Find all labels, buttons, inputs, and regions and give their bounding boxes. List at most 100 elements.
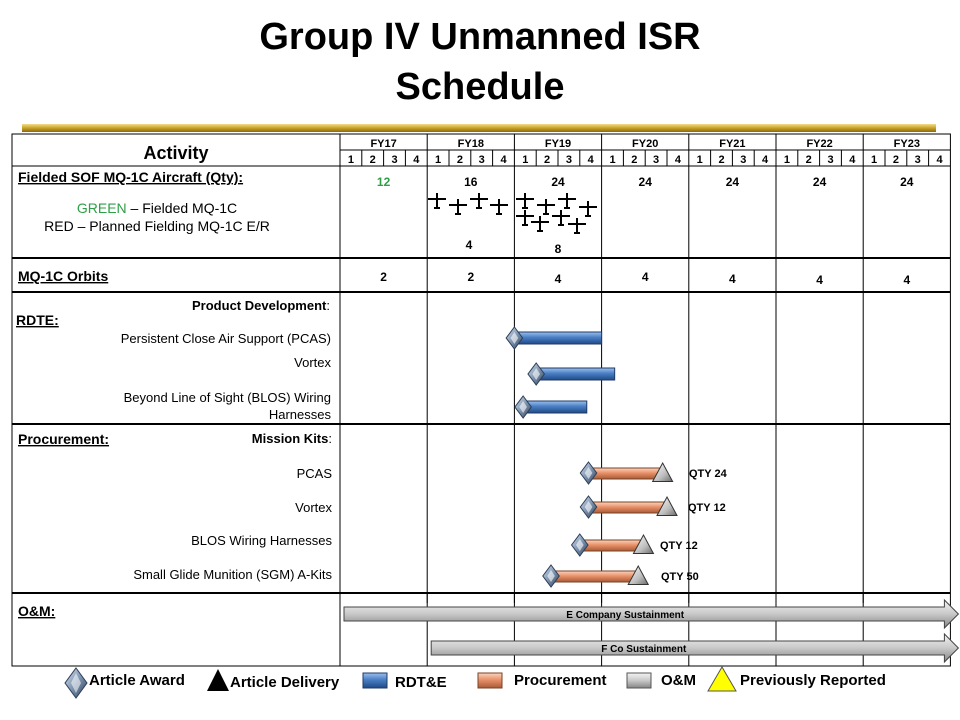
quarter-label: 1	[697, 154, 703, 166]
quarter-labels: 1 2 3 4 1 2 3 4 1 2 3 4 1 2 3 4 1 2 3 4 1 2 3 4 1 2 3 4	[348, 154, 944, 166]
legend-delivery-triangle-icon	[207, 669, 229, 691]
procurement-sub-label-text: Mission Kits	[252, 431, 329, 446]
quarter-label: 3	[915, 154, 921, 166]
legend-previous-triangle-icon	[707, 666, 737, 692]
quarter-label: 2	[370, 154, 376, 166]
legend-om-swatch	[626, 672, 652, 689]
quarter-label: 4	[675, 154, 682, 166]
rdte-item-label: Harnesses	[269, 407, 332, 422]
om-bar: E Company Sustainment	[343, 598, 960, 630]
procurement-bars: QTY 24 QTY 12 QTY 12 QTY 50	[542, 461, 728, 588]
legend-om-label: O&M	[661, 672, 696, 689]
aircraft-icon	[490, 199, 508, 215]
rdte-bar	[513, 331, 603, 345]
om-bar: F Co Sustainment	[430, 632, 960, 664]
fielded-qty-value: 24	[639, 175, 653, 189]
procurement-qty-label: QTY 24	[689, 468, 728, 480]
aircraft-icons	[428, 193, 597, 234]
procurement-sub-label-colon: :	[328, 431, 332, 446]
quarter-label: 4	[936, 154, 943, 166]
activity-header: Activity	[143, 143, 208, 163]
procurement-item-label: PCAS	[297, 466, 333, 481]
article-delivery-triangle-icon	[632, 533, 655, 554]
fy-label: FY18	[458, 138, 484, 150]
quarter-label: 2	[718, 154, 724, 166]
aircraft-icon	[449, 199, 467, 215]
quarter-label: 2	[893, 154, 899, 166]
legend-award-diamond-icon	[64, 667, 88, 699]
article-delivery-triangle-icon	[656, 495, 678, 516]
procurement-labels: PCAS Vortex BLOS Wiring Harnesses Small Gli…	[133, 466, 332, 582]
quarter-label: 3	[391, 154, 397, 166]
fielded-green-line: GREEN – Fielded MQ-1C	[77, 200, 237, 216]
orbit-value: 4	[555, 272, 562, 286]
quarter-label: 2	[631, 154, 637, 166]
rdte-sub-label-text: Product Development	[192, 298, 327, 313]
legend-delivery-label: Article Delivery	[230, 674, 340, 691]
fielded-qty-value: 24	[900, 175, 914, 189]
legend-procurement-label: Procurement	[514, 672, 607, 689]
fiscal-year-labels: FY17 FY18 FY19 FY20 FY21 FY22 FY23	[370, 138, 919, 150]
legend-procurement-swatch	[477, 672, 503, 689]
quarter-label: 1	[522, 154, 528, 166]
fielded-qty-value: 16	[464, 175, 478, 189]
fielded-heading: Fielded SOF MQ-1C Aircraft (Qty):	[18, 169, 243, 185]
procurement-bar	[588, 501, 668, 514]
quarter-label: 4	[500, 154, 507, 166]
quarter-label: 1	[784, 154, 790, 166]
legend-rdte-label: RDT&E	[395, 674, 447, 691]
green-rest: – Fielded MQ-1C	[127, 200, 237, 216]
rdte-heading: RDTE:	[16, 312, 59, 328]
fy-label: FY23	[894, 138, 920, 150]
fielded-qty-value: 24	[813, 175, 827, 189]
fielded-qty-value: 24	[726, 175, 740, 189]
quarter-label: 3	[566, 154, 572, 166]
article-award-diamond-icon	[542, 564, 560, 588]
fy-label: FY22	[806, 138, 832, 150]
fy-label: FY21	[719, 138, 745, 150]
procurement-sub-label: Mission Kits:	[252, 431, 332, 446]
schedule-grid	[11, 133, 951, 667]
fy19-sub-qty: 8	[555, 242, 562, 256]
procurement-bar	[550, 570, 639, 583]
quarter-label: 4	[849, 154, 856, 166]
legend-rdte-swatch	[362, 672, 388, 689]
om-bars: E Company Sustainment F Co Sustainment	[343, 598, 960, 664]
article-award-diamond-icon	[579, 461, 598, 485]
rdte-labels: Persistent Close Air Support (PCAS) Vorte…	[121, 331, 332, 422]
om-heading: O&M:	[18, 603, 55, 619]
quarter-label: 1	[348, 154, 354, 166]
procurement-heading: Procurement:	[18, 431, 109, 447]
quarter-label: 3	[827, 154, 833, 166]
fielded-qty-value: 12	[377, 175, 391, 189]
article-delivery-triangle-icon	[627, 564, 650, 585]
fielded-quantities: 12 16 24 24 24 24 24	[377, 175, 914, 189]
orbit-value: 4	[729, 272, 736, 286]
grid-outer-border	[11, 133, 951, 667]
legend-award-label: Article Award	[89, 672, 185, 689]
quarter-label: 4	[588, 154, 595, 166]
rdte-bar	[522, 400, 588, 414]
procurement-bar	[579, 539, 644, 552]
article-award-diamond-icon	[514, 395, 532, 419]
orbit-value: 4	[816, 273, 823, 287]
procurement-item-label: BLOS Wiring Harnesses	[191, 533, 332, 548]
page-title-line1: Group IV Unmanned ISR	[259, 16, 701, 58]
fielded-qty-value: 24	[551, 175, 565, 189]
om-bar-label: E Company Sustainment	[566, 610, 684, 621]
aircraft-icon	[579, 201, 597, 217]
quarter-label: 1	[435, 154, 441, 166]
article-award-diamond-icon	[527, 362, 546, 386]
article-award-diamond-icon	[579, 495, 598, 519]
om-bar-label: F Co Sustainment	[601, 644, 687, 655]
aircraft-icon	[428, 193, 446, 209]
quarter-label: 2	[806, 154, 812, 166]
quarter-label: 4	[413, 154, 420, 166]
fielded-red-line: RED – Planned Fielding MQ-1C E/R	[44, 218, 270, 234]
rdte-bar	[535, 367, 616, 381]
rdte-item-label: Persistent Close Air Support (PCAS)	[121, 331, 331, 346]
procurement-qty-label: QTY 50	[661, 571, 699, 583]
procurement-bar	[588, 467, 664, 480]
aircraft-icon	[552, 210, 570, 226]
